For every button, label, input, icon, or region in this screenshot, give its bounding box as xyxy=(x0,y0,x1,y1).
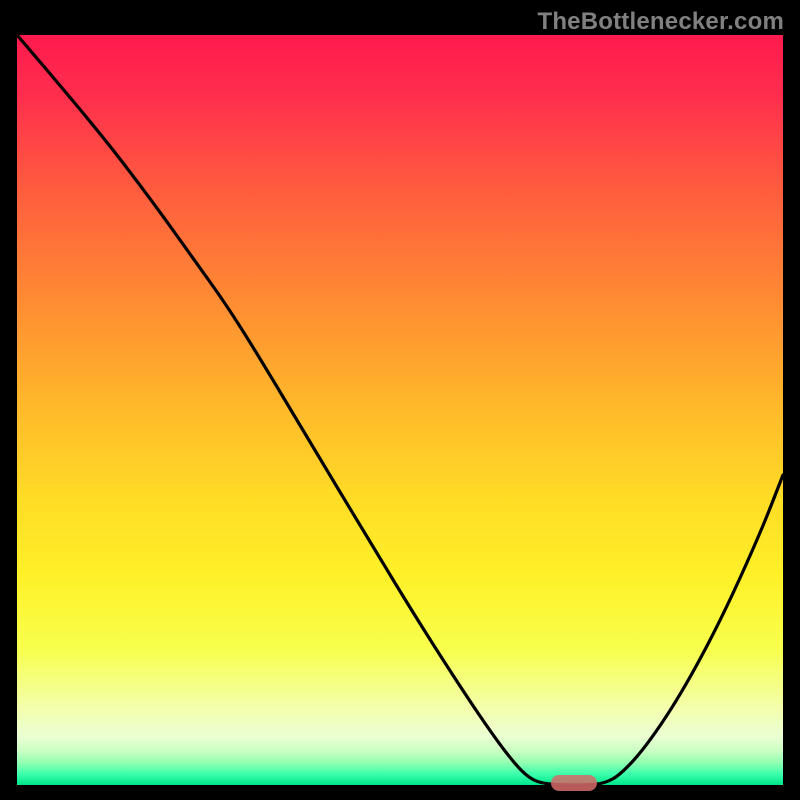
plot-background-gradient xyxy=(17,35,783,785)
optimum-marker xyxy=(551,775,597,791)
bottleneck-chart xyxy=(0,0,800,800)
chart-container: TheBottlenecker.com xyxy=(0,0,800,800)
watermark-text: TheBottlenecker.com xyxy=(537,8,784,36)
